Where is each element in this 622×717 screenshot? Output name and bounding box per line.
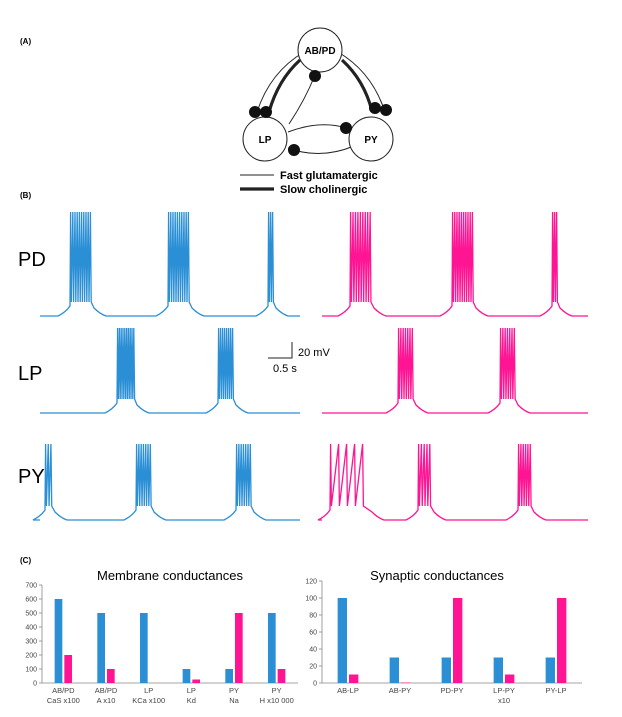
bar (97, 613, 105, 683)
bar (182, 669, 191, 683)
bar (441, 657, 451, 683)
bar (225, 669, 233, 683)
synapse-abpd-to-lp-line (267, 58, 302, 113)
bar (192, 679, 201, 683)
trace-lp-magenta (322, 327, 588, 414)
trace-row-label-pd: PD (18, 249, 46, 271)
y-tick-label: 100 (25, 667, 37, 674)
category-label: AB/PD (52, 686, 75, 695)
trace-row-label-py: PY (18, 466, 45, 488)
category-label: x10 (498, 696, 510, 705)
synapse-terminal-abpd-inner (309, 70, 321, 82)
y-tick-label: 0 (313, 681, 317, 688)
cell-py-label: PY (364, 135, 378, 146)
y-tick-label: 200 (25, 653, 37, 660)
y-tick-label: 400 (25, 625, 37, 632)
bar (235, 613, 243, 683)
y-tick-label: 300 (25, 639, 37, 646)
legend-fast-label: Fast glutamatergic (280, 170, 378, 182)
category-label: PY (229, 686, 239, 695)
bar (54, 599, 63, 683)
category-label: Kd (187, 696, 196, 705)
category-label: PD-PY (441, 686, 464, 695)
synapse-py-to-abpd-line (337, 51, 386, 113)
bar (557, 598, 567, 683)
synapse-terminal-py-thick (369, 102, 381, 114)
scale-time-label: 0.5 s (273, 363, 297, 375)
synapse-terminal-py-from-lp (340, 122, 352, 134)
y-tick-label: 60 (309, 630, 317, 637)
chart-synaptic-title: Synaptic conductances (370, 568, 504, 583)
category-label: PY-LP (546, 686, 567, 695)
panel-b-label: (B) (20, 191, 31, 200)
y-tick-label: 0 (33, 681, 37, 688)
trace-row-label-lp: LP (18, 363, 42, 385)
bar (545, 657, 555, 683)
bar (505, 674, 515, 683)
y-tick-label: 40 (309, 647, 317, 654)
category-label: AB-LP (337, 686, 359, 695)
chart-membrane-title: Membrane conductances (97, 568, 243, 583)
y-tick-label: 80 (309, 613, 317, 620)
bar (139, 613, 148, 683)
synapse-terminal-lp-thin (249, 106, 261, 118)
category-label: AB/PD (95, 686, 118, 695)
bar (493, 657, 503, 683)
panel-a-label: (A) (20, 37, 31, 46)
scale-bar: 20 mV 0.5 s (268, 342, 330, 375)
y-tick-label: 120 (305, 579, 317, 586)
category-label: H x10 000 (260, 696, 294, 705)
synapse-terminal-lp-from-py (288, 144, 300, 156)
cell-py (348, 116, 394, 162)
category-label: AB-PY (389, 686, 412, 695)
category-label: LP (144, 686, 153, 695)
y-tick-label: 700 (25, 583, 37, 590)
bar (267, 613, 276, 683)
y-tick-label: 100 (305, 596, 317, 603)
bar (337, 598, 347, 683)
voltage-traces (32, 211, 588, 521)
bar (453, 598, 463, 683)
cell-abpd-label: AB/PD (304, 46, 335, 57)
category-label: CaS x100 (47, 696, 80, 705)
synapse-terminal-lp-thick (260, 106, 272, 118)
category-label: LP (187, 686, 196, 695)
category-label: A x10 (97, 696, 116, 705)
trace-py-blue (32, 443, 300, 521)
trace-lp-blue (40, 327, 300, 414)
synapse-lp-to-abpd-line (256, 51, 305, 113)
synapse-abpd-to-py-line (340, 58, 374, 112)
cell-abpd (297, 27, 343, 73)
category-label: PY (272, 686, 282, 695)
y-tick-label: 500 (25, 611, 37, 618)
bar (277, 669, 286, 683)
trace-py-magenta (317, 443, 588, 521)
scale-bar-lines (268, 342, 293, 359)
bar (107, 669, 115, 683)
synapse-lp-to-abpd-inner-line (288, 74, 316, 125)
synapse-lp-to-py-line (287, 124, 347, 133)
y-tick-label: 600 (25, 597, 37, 604)
synapse-terminal-py-thin (380, 104, 392, 116)
category-label: LP-PY (493, 686, 515, 695)
panel-c-label: (C) (20, 556, 31, 565)
bar (64, 655, 73, 683)
legend-slow-label: Slow cholinergic (280, 184, 367, 196)
category-label: KCa x100 (132, 696, 165, 705)
scale-voltage-label: 20 mV (298, 347, 330, 359)
category-label: Na (229, 696, 239, 705)
trace-pd-blue (40, 211, 300, 317)
cell-lp-label: LP (259, 135, 272, 146)
y-tick-label: 20 (309, 664, 317, 671)
circuit-diagram: AB/PD LP PY Fast glutamatergic Slow chol… (240, 27, 394, 196)
bar (389, 657, 399, 683)
trace-pd-magenta (322, 211, 588, 317)
bar (349, 674, 359, 683)
